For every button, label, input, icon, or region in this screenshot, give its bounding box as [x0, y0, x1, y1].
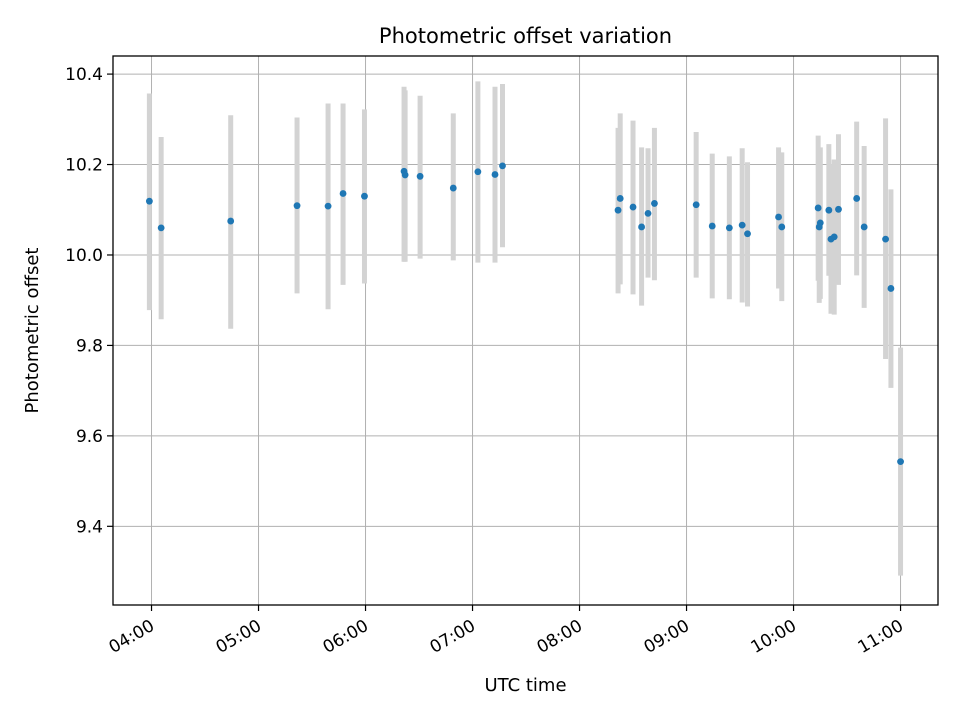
data-point: [778, 223, 786, 231]
data-point: [860, 223, 868, 231]
data-point: [491, 171, 499, 178]
data-point: [887, 285, 895, 292]
data-point: [644, 209, 652, 217]
data-point: [835, 205, 842, 213]
data-point: [157, 224, 165, 232]
data-point: [614, 206, 622, 214]
y-tick-label: 10.2: [65, 156, 103, 176]
data-point: [629, 203, 637, 211]
data-point: [816, 219, 824, 227]
data-point: [897, 458, 904, 466]
plot-frame: [112, 55, 939, 606]
data-point: [744, 230, 751, 238]
y-tick-label: 9.4: [76, 517, 103, 537]
data-point: [474, 168, 482, 176]
data-point: [361, 192, 368, 200]
data-point: [830, 233, 838, 241]
data-point: [708, 222, 716, 230]
data-point: [324, 202, 332, 210]
y-axis: 9.4 9.6 9.8 10.0 10.2 10.4: [65, 65, 113, 537]
data-point: [651, 200, 658, 207]
data-point: [882, 235, 889, 243]
data-point: [692, 201, 700, 209]
data-point: [853, 195, 861, 202]
data-point: [825, 206, 833, 214]
data-point: [499, 162, 506, 170]
data-point: [814, 204, 822, 212]
data-point: [293, 202, 301, 210]
data-point: [738, 221, 746, 229]
data-point: [339, 190, 347, 197]
y-tick-label: 9.8: [76, 336, 103, 356]
data-point: [616, 195, 624, 202]
markers: [145, 162, 904, 466]
x-axis-label: UTC time: [484, 675, 566, 696]
data-point: [416, 172, 424, 180]
data-point: [227, 217, 235, 225]
y-axis-label: Photometric offset: [22, 248, 43, 414]
data-point: [401, 171, 409, 179]
data-point: [638, 223, 645, 231]
data-point: [449, 184, 457, 192]
data-point: [775, 213, 782, 221]
chart-title: Photometric offset variation: [379, 24, 672, 48]
data-point: [725, 224, 733, 232]
y-tick-label: 10.4: [65, 65, 103, 85]
data-point: [145, 197, 153, 205]
y-tick-label: 9.6: [76, 427, 103, 447]
y-tick-label: 10.0: [65, 246, 103, 266]
